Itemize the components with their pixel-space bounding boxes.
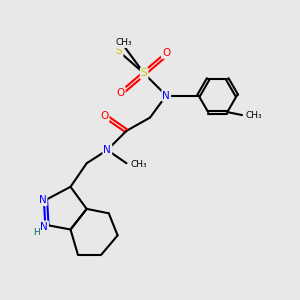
Text: N: N xyxy=(40,222,48,232)
Text: S: S xyxy=(141,68,147,78)
Text: N: N xyxy=(162,91,170,100)
Text: O: O xyxy=(162,48,170,58)
Text: H: H xyxy=(33,228,40,237)
Text: S: S xyxy=(116,46,122,56)
Text: N: N xyxy=(39,195,46,205)
Text: CH₃: CH₃ xyxy=(245,110,262,119)
Text: N: N xyxy=(103,145,111,155)
Text: CH₃: CH₃ xyxy=(131,160,148,169)
Text: O: O xyxy=(116,88,125,98)
Text: CH₃: CH₃ xyxy=(115,38,132,47)
Text: O: O xyxy=(100,111,109,121)
